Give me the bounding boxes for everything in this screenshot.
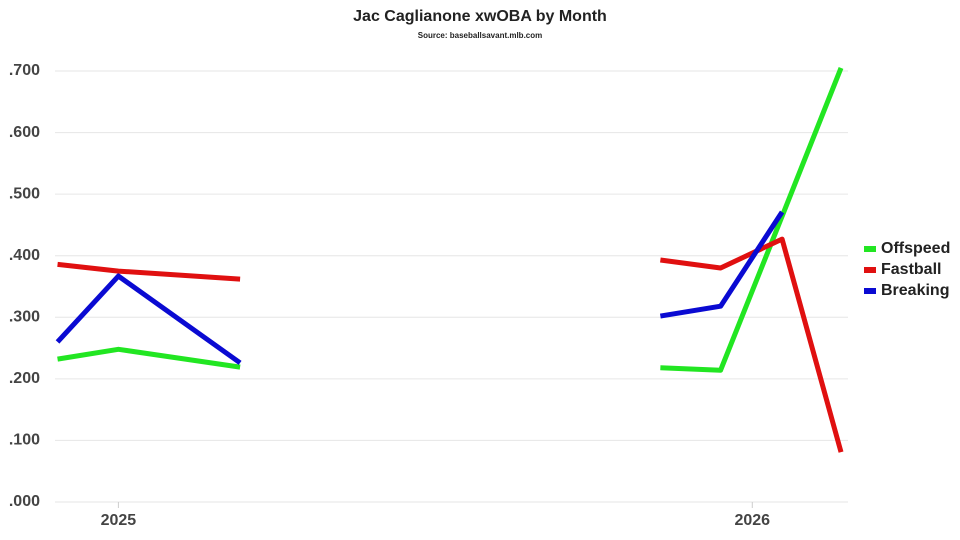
y-tick-label: .700 (9, 62, 40, 79)
series-line (57, 66, 844, 373)
y-tick-label: .600 (9, 124, 40, 141)
legend-label: Fastball (881, 261, 941, 278)
legend-swatch (864, 288, 876, 294)
legend-swatch (864, 246, 876, 252)
x-tick-label: 2025 (101, 512, 137, 529)
series-line (57, 236, 844, 453)
y-tick-label: .100 (9, 432, 40, 449)
series-line (55, 210, 785, 365)
y-tick-label: .000 (9, 493, 40, 510)
x-tick-label: 2026 (734, 512, 770, 529)
y-tick-label: .500 (9, 185, 40, 202)
legend-label: Offspeed (881, 240, 950, 257)
legend-swatch (864, 267, 876, 273)
y-tick-label: .200 (9, 370, 40, 387)
legend-label: Breaking (881, 282, 949, 299)
chart-subtitle: Source: baseballsavant.mlb.com (418, 31, 543, 40)
y-tick-label: .400 (9, 247, 40, 264)
chart-title: Jac Caglianone xwOBA by Month (353, 8, 607, 25)
y-tick-label: .300 (9, 309, 40, 326)
